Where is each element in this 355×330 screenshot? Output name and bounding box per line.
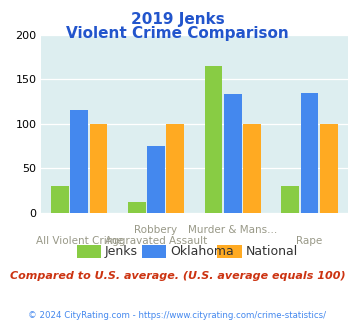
Text: All Violent Crime: All Violent Crime <box>36 236 123 246</box>
Bar <box>320 124 338 213</box>
Text: Oklahoma: Oklahoma <box>171 245 234 258</box>
Text: Murder & Mans...: Murder & Mans... <box>188 225 277 235</box>
Text: National: National <box>246 245 298 258</box>
Bar <box>243 124 261 213</box>
Text: © 2024 CityRating.com - https://www.cityrating.com/crime-statistics/: © 2024 CityRating.com - https://www.city… <box>28 311 327 320</box>
Bar <box>166 124 184 213</box>
Bar <box>51 186 69 213</box>
Bar <box>128 202 146 213</box>
Bar <box>205 66 222 213</box>
Text: 2019 Jenks: 2019 Jenks <box>131 12 224 26</box>
Text: Rape: Rape <box>296 236 323 246</box>
Bar <box>147 146 165 213</box>
Text: Robbery: Robbery <box>135 225 178 235</box>
Bar <box>89 124 107 213</box>
Bar <box>301 92 318 213</box>
Text: Compared to U.S. average. (U.S. average equals 100): Compared to U.S. average. (U.S. average … <box>10 271 345 280</box>
Bar <box>282 186 299 213</box>
Text: Aggravated Assault: Aggravated Assault <box>105 236 207 246</box>
Text: Violent Crime Comparison: Violent Crime Comparison <box>66 26 289 41</box>
Bar <box>224 94 241 213</box>
Bar <box>70 110 88 213</box>
Text: Jenks: Jenks <box>105 245 138 258</box>
